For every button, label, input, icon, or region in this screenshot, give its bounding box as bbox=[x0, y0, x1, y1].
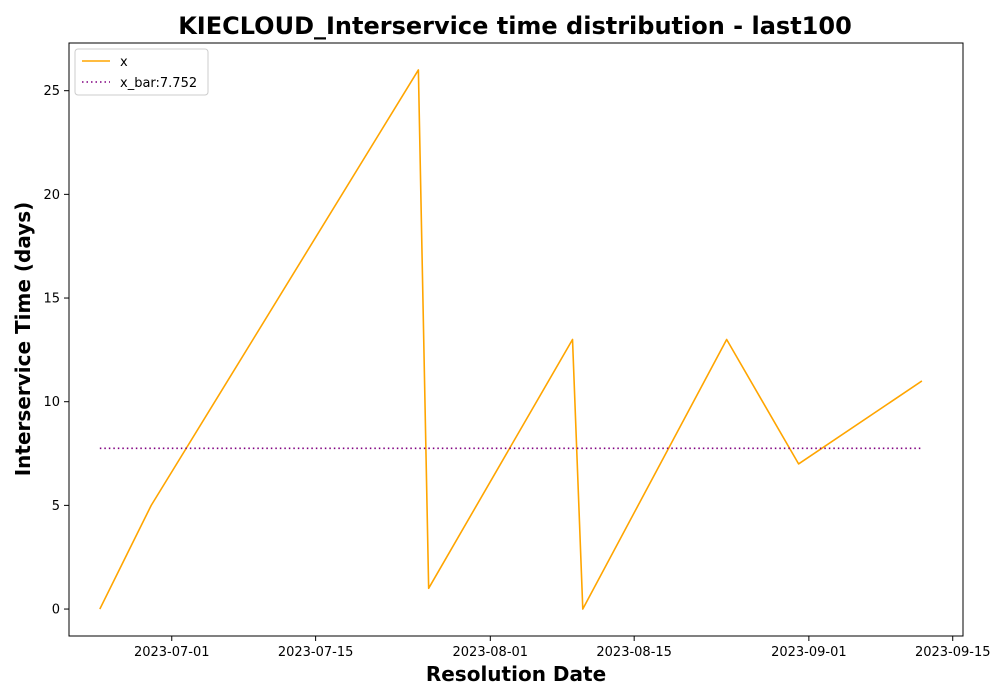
legend: x x_bar:7.752 bbox=[74, 48, 209, 96]
x-tick-label: 2023-07-01 bbox=[134, 645, 210, 660]
x-tick-label: 2023-08-15 bbox=[596, 645, 672, 660]
plot-area bbox=[99, 69, 923, 610]
legend-label: x bbox=[120, 55, 128, 70]
x-tick-label: 2023-07-15 bbox=[278, 645, 354, 660]
y-tick-label: 10 bbox=[43, 395, 60, 410]
x-tick-label: 2023-09-15 bbox=[915, 645, 991, 660]
x-tick-label: 2023-08-01 bbox=[453, 645, 529, 660]
plot-frame bbox=[68, 42, 964, 637]
x-axis-label: Resolution Date bbox=[426, 662, 606, 686]
y-tick-label: 20 bbox=[43, 188, 60, 203]
legend-label: x_bar:7.752 bbox=[120, 76, 197, 91]
chart-title: KIECLOUD_Interservice time distribution … bbox=[178, 12, 852, 40]
y-axis: 0 5 10 15 20 25 bbox=[43, 84, 69, 618]
x-tick-label: 2023-09-01 bbox=[771, 645, 847, 660]
y-tick-label: 0 bbox=[52, 603, 60, 618]
y-tick-label: 5 bbox=[52, 499, 60, 514]
y-tick-label: 15 bbox=[43, 292, 60, 307]
y-tick-label: 25 bbox=[43, 84, 60, 99]
series-line-x bbox=[99, 69, 923, 610]
y-axis-label: Interservice Time (days) bbox=[11, 202, 35, 477]
x-axis: 2023-07-01 2023-07-15 2023-08-01 2023-08-15… bbox=[134, 636, 991, 660]
